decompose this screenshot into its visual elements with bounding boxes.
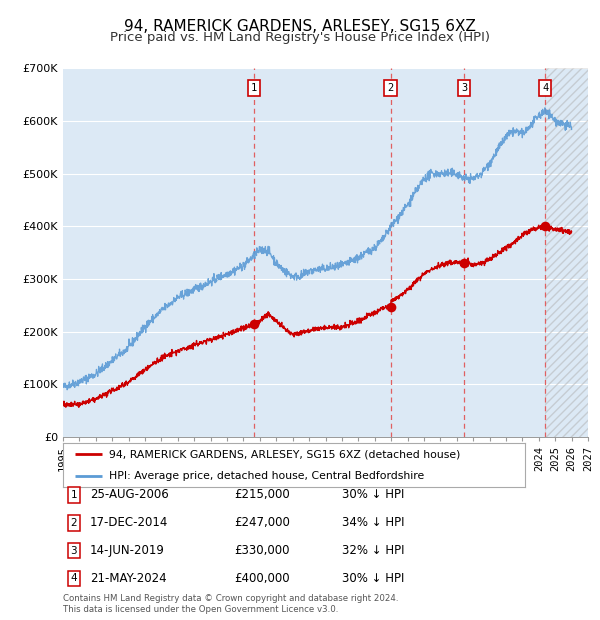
- Text: 3: 3: [70, 546, 77, 556]
- Text: 1: 1: [251, 83, 257, 93]
- Text: Contains HM Land Registry data © Crown copyright and database right 2024.
This d: Contains HM Land Registry data © Crown c…: [63, 595, 398, 614]
- Text: 2: 2: [388, 83, 394, 93]
- Text: £400,000: £400,000: [234, 572, 290, 585]
- Text: 4: 4: [70, 574, 77, 583]
- Text: 1: 1: [70, 490, 77, 500]
- Text: 32% ↓ HPI: 32% ↓ HPI: [342, 544, 404, 557]
- Text: 21-MAY-2024: 21-MAY-2024: [90, 572, 167, 585]
- Text: 2: 2: [70, 518, 77, 528]
- Text: 4: 4: [542, 83, 548, 93]
- Text: Price paid vs. HM Land Registry's House Price Index (HPI): Price paid vs. HM Land Registry's House …: [110, 31, 490, 44]
- Text: 30% ↓ HPI: 30% ↓ HPI: [342, 572, 404, 585]
- Text: 25-AUG-2006: 25-AUG-2006: [90, 489, 169, 501]
- Text: 3: 3: [461, 83, 467, 93]
- Text: £330,000: £330,000: [234, 544, 290, 557]
- Text: 94, RAMERICK GARDENS, ARLESEY, SG15 6XZ (detached house): 94, RAMERICK GARDENS, ARLESEY, SG15 6XZ …: [109, 449, 461, 459]
- Text: 34% ↓ HPI: 34% ↓ HPI: [342, 516, 404, 529]
- Text: 17-DEC-2014: 17-DEC-2014: [90, 516, 169, 529]
- Text: 94, RAMERICK GARDENS, ARLESEY, SG15 6XZ: 94, RAMERICK GARDENS, ARLESEY, SG15 6XZ: [124, 19, 476, 33]
- Text: HPI: Average price, detached house, Central Bedfordshire: HPI: Average price, detached house, Cent…: [109, 471, 424, 481]
- Text: 30% ↓ HPI: 30% ↓ HPI: [342, 489, 404, 501]
- Text: £215,000: £215,000: [234, 489, 290, 501]
- Text: £247,000: £247,000: [234, 516, 290, 529]
- Text: 14-JUN-2019: 14-JUN-2019: [90, 544, 165, 557]
